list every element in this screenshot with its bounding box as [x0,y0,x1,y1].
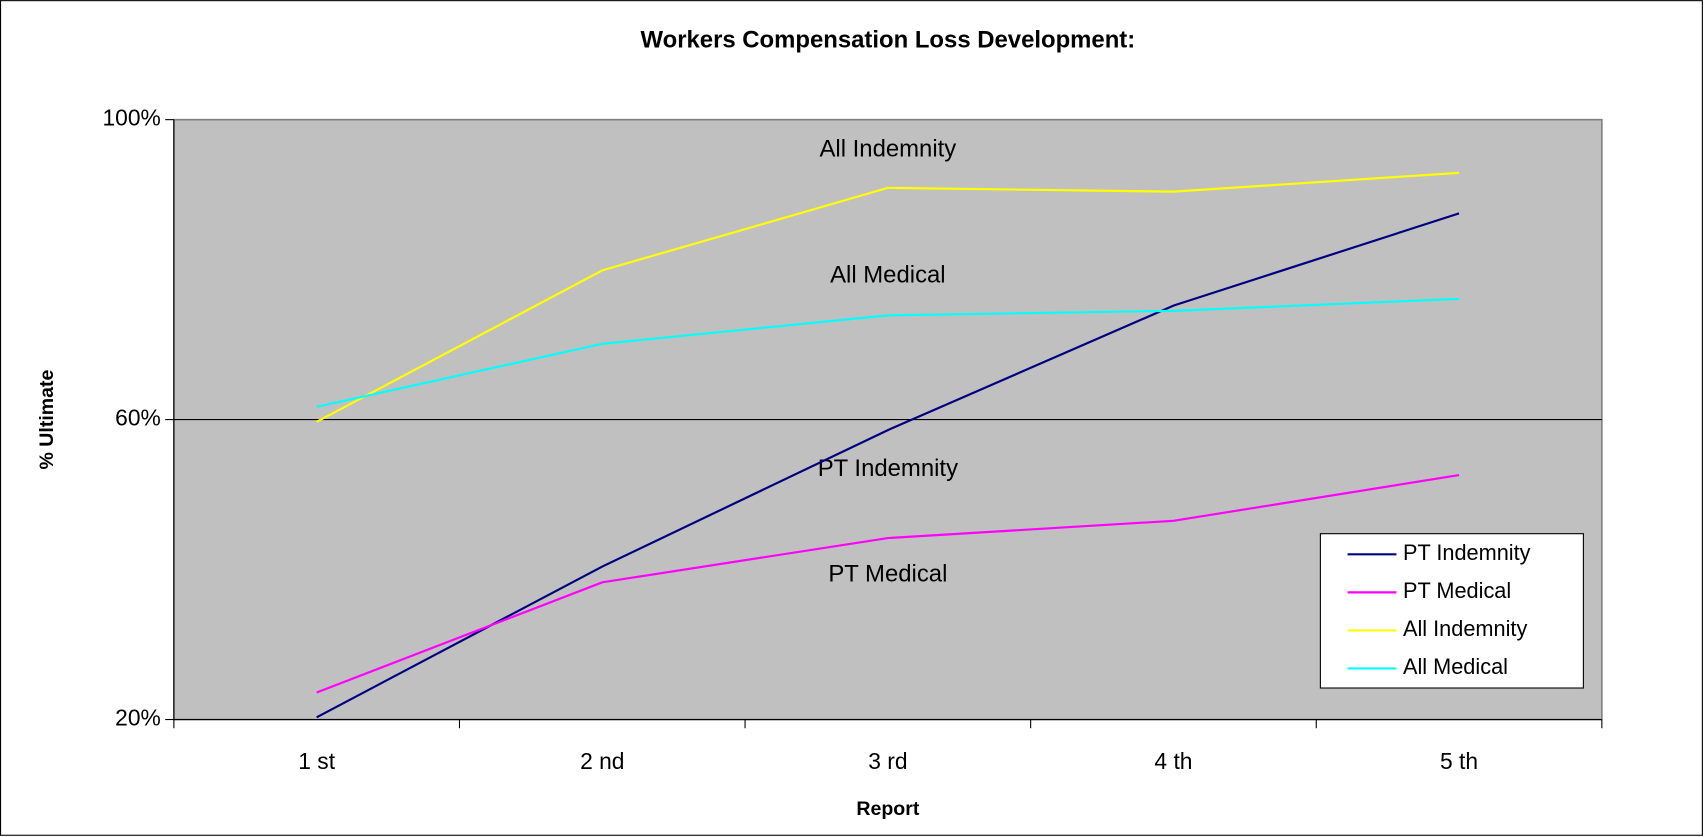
annotation: PT Medical [828,560,947,587]
x-tick-label: 5 th [1440,748,1478,774]
series-line [316,297,1460,408]
legend-label: All Indemnity [1403,616,1527,641]
annotation: All Medical [830,261,946,288]
x-tick-label: 2 nd [580,748,624,774]
legend-label: All Medical [1403,654,1508,679]
series-line [316,171,1460,423]
legend-label: PT Medical [1403,578,1511,603]
annotation: PT Indemnity [818,455,958,482]
y-tick-label: 100% [102,105,160,131]
annotation: All Indemnity [819,135,956,162]
legend-box [1319,533,1584,689]
y-axis-label: % Ultimate [36,369,58,469]
legend-label: PT Indemnity [1403,540,1531,565]
x-tick-label: 3 rd [868,748,907,774]
series-line [316,474,1460,694]
y-tick-label: 60% [115,405,161,431]
series-line [316,212,1460,719]
x-axis-label: Report [856,798,919,820]
x-tick-label: 4 th [1154,748,1192,774]
y-tick-label: 20% [115,705,161,731]
x-tick-label: 1 st [298,748,335,774]
chart-title: Workers Compensation Loss Development: [640,27,1135,54]
